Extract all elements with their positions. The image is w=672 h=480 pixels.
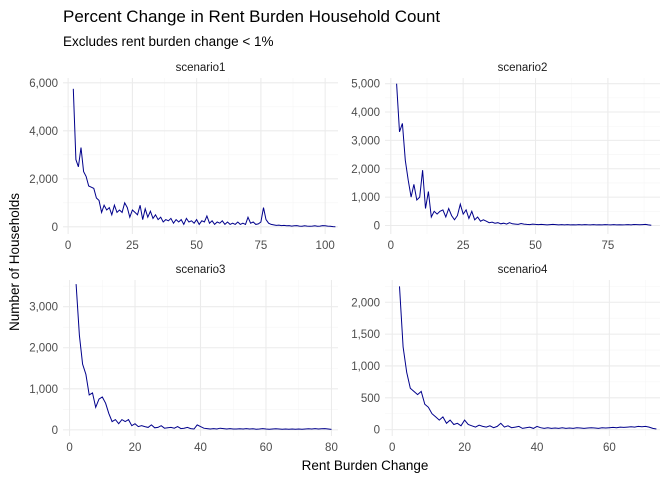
x-tick-label: 75 — [601, 240, 614, 252]
x-tick-label: 50 — [190, 240, 203, 252]
y-tick-label: 2,000 — [29, 343, 58, 355]
y-tick-label: 0 — [374, 425, 380, 437]
x-tick-label: 20 — [458, 442, 471, 454]
y-tick-label: 4,000 — [351, 107, 380, 119]
y-tick-label: 6,000 — [29, 78, 58, 90]
x-tick-label: 20 — [129, 442, 142, 454]
facet-panel-scenario4: scenario4 0 20 40 60 0 500 1,000 1,500 2,000 — [351, 264, 660, 454]
x-tick-label: 75 — [254, 240, 267, 252]
y-tick-label: 2,000 — [351, 164, 380, 176]
facet-strip-label: scenario3 — [176, 264, 226, 276]
x-tick-label: 0 — [388, 240, 394, 252]
x-tick-label: 80 — [325, 442, 338, 454]
series-line-scenario4 — [399, 286, 657, 430]
x-tick-label: 100 — [316, 240, 335, 252]
facet-strip-label: scenario4 — [498, 264, 548, 276]
y-tick-label: 4,000 — [29, 126, 58, 138]
y-tick-label: 3,000 — [29, 302, 58, 314]
y-tick-label: 500 — [361, 393, 380, 405]
x-tick-label: 60 — [603, 442, 616, 454]
y-tick-label: 1,000 — [351, 361, 380, 373]
x-tick-label: 0 — [66, 442, 72, 454]
y-tick-label: 0 — [52, 425, 58, 437]
y-tick-label: 0 — [52, 222, 58, 234]
chart-title: Percent Change in Rent Burden Household … — [63, 7, 440, 26]
series-line-scenario1 — [72, 88, 336, 228]
x-tick-label: 40 — [531, 442, 544, 454]
y-tick-label: 2,000 — [29, 174, 58, 186]
x-tick-label: 0 — [389, 442, 395, 454]
y-axis-title: Number of Households — [7, 193, 22, 331]
x-tick-label: 0 — [65, 240, 71, 252]
x-tick-label: 40 — [194, 442, 207, 454]
x-tick-label: 25 — [457, 240, 470, 252]
x-axis-title: Rent Burden Change — [302, 458, 429, 473]
y-tick-label: 1,500 — [351, 329, 380, 341]
y-tick-label: 5,000 — [351, 79, 380, 91]
y-tick-label: 1,000 — [29, 384, 58, 396]
y-tick-label: 2,000 — [351, 297, 380, 309]
series-line-scenario2 — [396, 83, 652, 226]
series-line-scenario3 — [75, 284, 332, 430]
x-tick-label: 60 — [260, 442, 273, 454]
y-tick-label: 1,000 — [351, 192, 380, 204]
chart-subtitle: Excludes rent burden change < 1% — [63, 34, 274, 49]
y-tick-label: 0 — [374, 220, 380, 232]
y-tick-label: 3,000 — [351, 135, 380, 147]
facet-panel-scenario2: scenario2 0 25 50 75 0 1,000 2,000 3,000 4,000 5,0… — [351, 62, 660, 252]
facet-strip-label: scenario1 — [176, 62, 226, 74]
facet-panel-scenario3: scenario3 0 20 40 60 80 0 1,000 2,000 3,000 — [29, 264, 338, 454]
x-tick-label: 50 — [529, 240, 542, 252]
facet-panel-scenario1: scenario1 0 25 50 75 100 0 2,000 4,000 6,000 — [29, 62, 338, 252]
x-tick-label: 25 — [126, 240, 139, 252]
facet-strip-label: scenario2 — [498, 62, 548, 74]
